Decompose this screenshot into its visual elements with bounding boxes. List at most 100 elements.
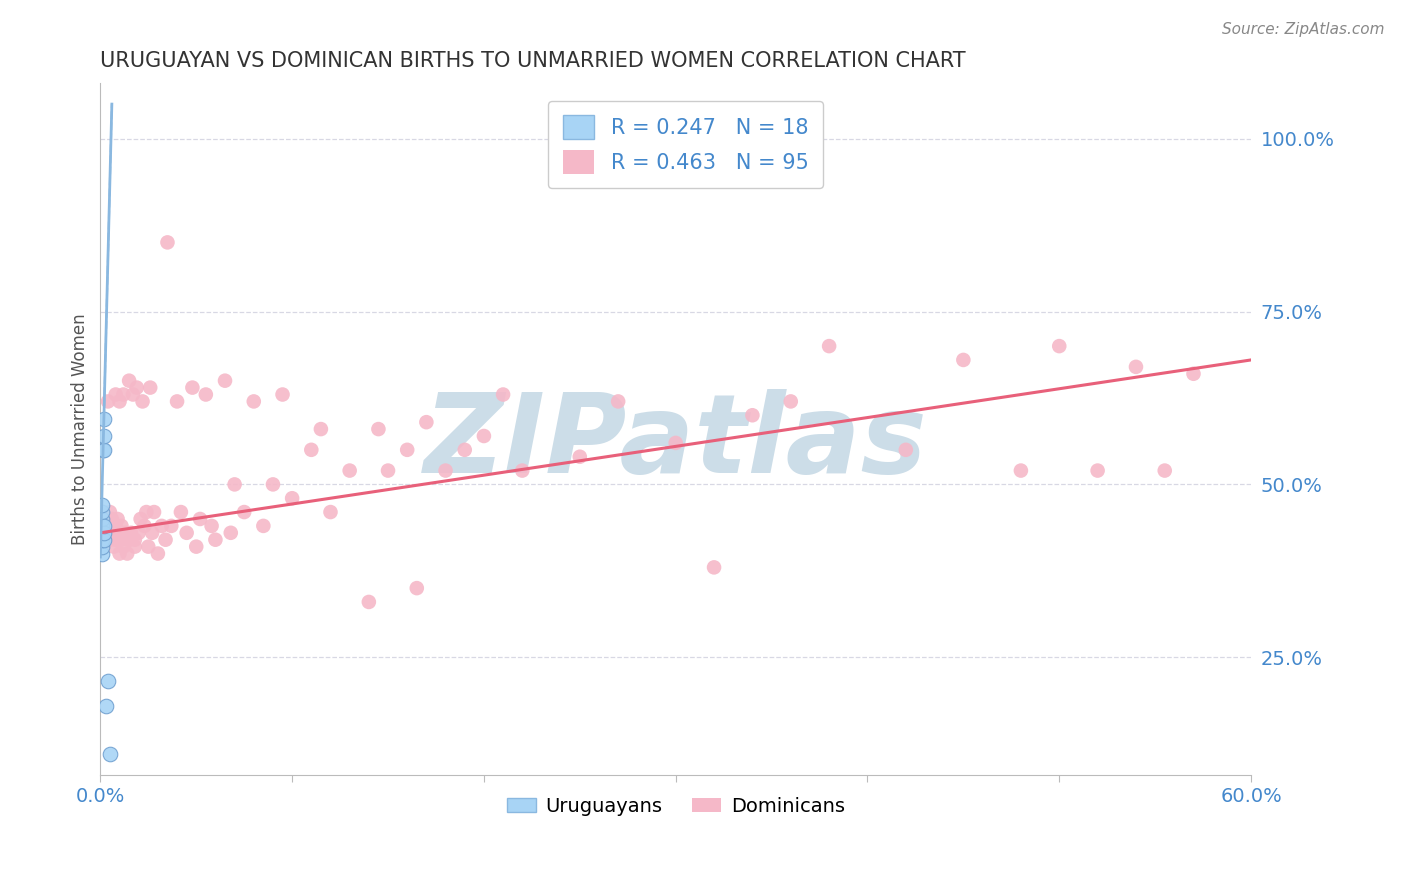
Point bbox=[156, 235, 179, 250]
Point bbox=[377, 464, 399, 478]
Point bbox=[94, 533, 117, 547]
Point bbox=[93, 519, 115, 533]
Point bbox=[219, 525, 242, 540]
Point bbox=[98, 747, 121, 761]
Point bbox=[97, 512, 120, 526]
Point bbox=[181, 381, 204, 395]
Point bbox=[120, 525, 142, 540]
Point bbox=[91, 442, 114, 457]
Point bbox=[233, 505, 256, 519]
Point bbox=[1087, 464, 1109, 478]
Point bbox=[434, 464, 457, 478]
Point bbox=[281, 491, 304, 506]
Point bbox=[339, 464, 361, 478]
Point bbox=[309, 422, 332, 436]
Point bbox=[665, 436, 688, 450]
Point bbox=[1153, 464, 1175, 478]
Point bbox=[125, 381, 148, 395]
Point bbox=[91, 505, 114, 519]
Point bbox=[1182, 367, 1205, 381]
Point bbox=[124, 540, 146, 554]
Point bbox=[131, 394, 153, 409]
Point bbox=[107, 512, 129, 526]
Point bbox=[98, 533, 121, 547]
Point bbox=[104, 519, 127, 533]
Point bbox=[104, 387, 127, 401]
Point bbox=[143, 505, 166, 519]
Point bbox=[224, 477, 246, 491]
Point bbox=[97, 525, 120, 540]
Point bbox=[155, 533, 177, 547]
Point bbox=[93, 429, 115, 443]
Point bbox=[741, 409, 763, 423]
Point bbox=[703, 560, 725, 574]
Point bbox=[141, 525, 163, 540]
Point bbox=[118, 533, 141, 547]
Point bbox=[146, 547, 169, 561]
Point bbox=[98, 519, 121, 533]
Point bbox=[128, 525, 150, 540]
Point bbox=[122, 387, 145, 401]
Point bbox=[160, 519, 183, 533]
Point bbox=[367, 422, 389, 436]
Point bbox=[396, 442, 419, 457]
Point bbox=[200, 519, 222, 533]
Point bbox=[492, 387, 515, 401]
Point bbox=[91, 525, 114, 540]
Point bbox=[510, 464, 533, 478]
Point bbox=[110, 533, 132, 547]
Point bbox=[91, 547, 114, 561]
Point bbox=[1125, 359, 1147, 374]
Point bbox=[299, 442, 322, 457]
Point bbox=[104, 533, 127, 547]
Point bbox=[94, 512, 117, 526]
Point bbox=[271, 387, 294, 401]
Point bbox=[112, 387, 135, 401]
Point bbox=[110, 519, 132, 533]
Point bbox=[262, 477, 284, 491]
Point bbox=[194, 387, 217, 401]
Point bbox=[150, 519, 173, 533]
Point bbox=[952, 353, 974, 368]
Point bbox=[242, 394, 264, 409]
Point bbox=[415, 415, 437, 429]
Point bbox=[136, 540, 159, 554]
Point bbox=[91, 533, 114, 547]
Point bbox=[176, 525, 198, 540]
Point bbox=[91, 519, 114, 533]
Point bbox=[405, 581, 427, 595]
Point bbox=[97, 394, 120, 409]
Point bbox=[93, 411, 115, 425]
Point bbox=[94, 698, 117, 713]
Point bbox=[568, 450, 591, 464]
Point bbox=[98, 505, 121, 519]
Point bbox=[114, 525, 136, 540]
Point bbox=[112, 540, 135, 554]
Point bbox=[170, 505, 193, 519]
Point bbox=[108, 394, 131, 409]
Point bbox=[779, 394, 801, 409]
Point bbox=[357, 595, 380, 609]
Point bbox=[1047, 339, 1070, 353]
Point bbox=[93, 442, 115, 457]
Point bbox=[124, 533, 146, 547]
Text: URUGUAYAN VS DOMINICAN BIRTHS TO UNMARRIED WOMEN CORRELATION CHART: URUGUAYAN VS DOMINICAN BIRTHS TO UNMARRI… bbox=[100, 51, 966, 70]
Point bbox=[97, 674, 120, 689]
Point bbox=[93, 525, 115, 540]
Point bbox=[186, 540, 208, 554]
Point bbox=[108, 547, 131, 561]
Point bbox=[91, 512, 114, 526]
Point bbox=[319, 505, 342, 519]
Point bbox=[607, 394, 630, 409]
Point bbox=[454, 442, 477, 457]
Point bbox=[118, 374, 141, 388]
Point bbox=[204, 533, 226, 547]
Point bbox=[894, 442, 917, 457]
Point bbox=[115, 547, 138, 561]
Text: ZIPatlas: ZIPatlas bbox=[423, 390, 928, 497]
Legend: Uruguayans, Dominicans: Uruguayans, Dominicans bbox=[499, 789, 852, 824]
Point bbox=[139, 381, 162, 395]
Point bbox=[103, 540, 125, 554]
Point bbox=[103, 519, 125, 533]
Point bbox=[91, 498, 114, 512]
